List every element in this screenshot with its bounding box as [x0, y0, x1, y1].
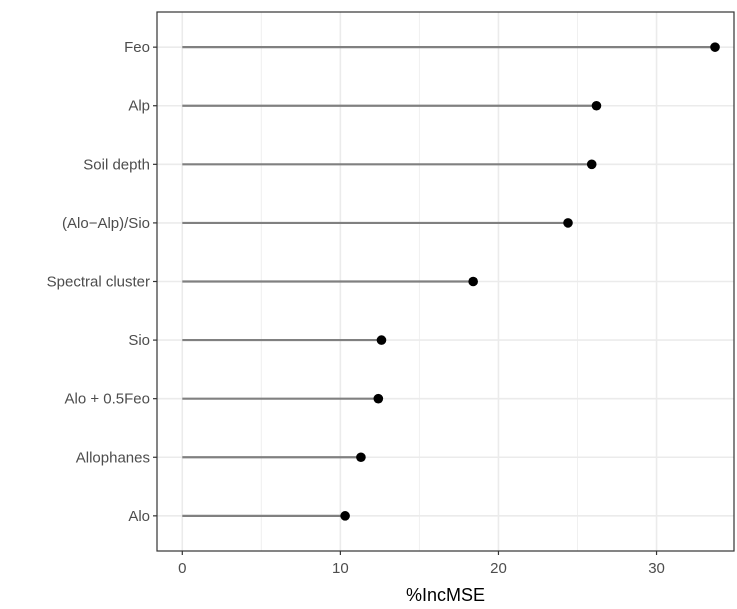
- x-axis: 0 10 20 30: [178, 551, 665, 577]
- y-tick-label: Alp: [128, 98, 150, 115]
- x-tick-label: 30: [648, 560, 665, 577]
- data-point: [356, 452, 366, 463]
- y-tick-label: Allophanes: [76, 449, 150, 466]
- y-tick-label: Alo: [128, 508, 150, 525]
- y-axis: Feo Alp Soil depth (Alo−Alp)/Sio Spectral cl…: [47, 39, 157, 525]
- x-axis-title: %IncMSE: [406, 585, 485, 605]
- y-tick-label: Soil depth: [83, 156, 150, 173]
- data-point: [586, 159, 597, 170]
- stems: [182, 46, 716, 517]
- x-tick-label: 0: [178, 560, 186, 577]
- y-tick-label: Sio: [128, 332, 150, 349]
- data-point: [376, 335, 387, 345]
- data-points: [340, 42, 720, 521]
- x-tick-label: 20: [490, 560, 507, 577]
- data-point: [340, 511, 350, 521]
- x-tick-label: 10: [332, 560, 349, 577]
- data-point: [563, 218, 573, 228]
- y-tick-label: Feo: [124, 39, 150, 56]
- data-point: [710, 42, 720, 52]
- data-point: [373, 393, 384, 404]
- y-tick-label: Alo + 0.5Feo: [65, 391, 150, 408]
- y-tick-label: Spectral cluster: [47, 274, 150, 291]
- data-point: [591, 100, 602, 111]
- data-point: [468, 276, 478, 287]
- y-tick-label: (Alo−Alp)/Sio: [62, 215, 150, 232]
